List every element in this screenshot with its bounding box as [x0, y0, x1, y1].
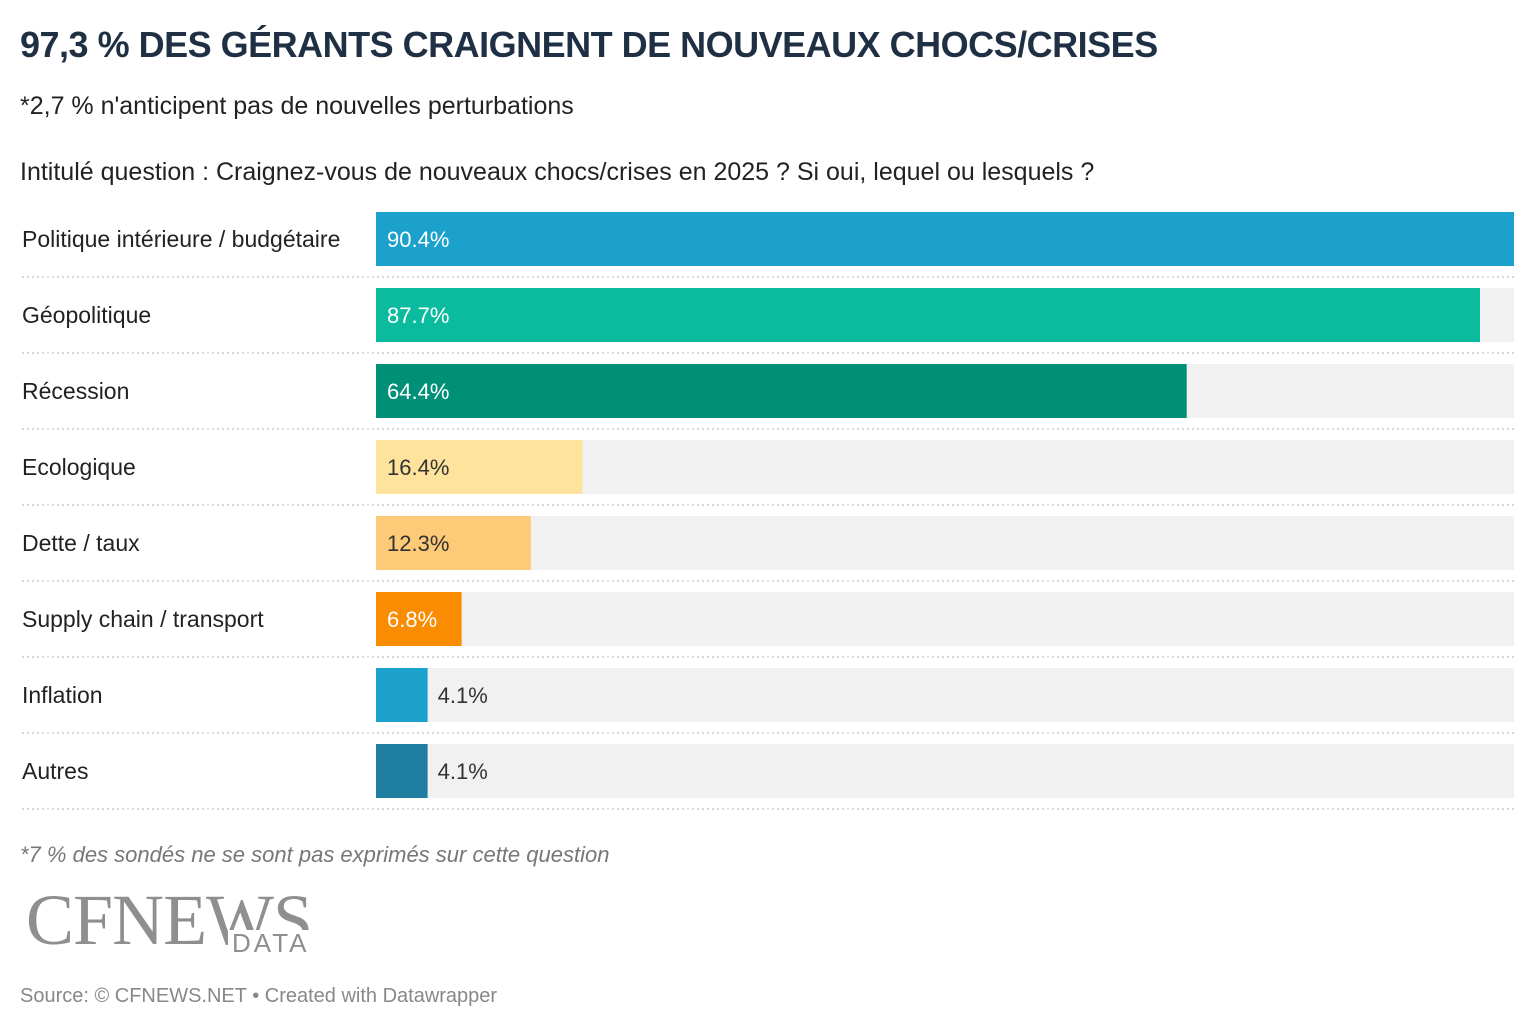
bar-track — [376, 668, 1514, 722]
question-text: Intitulé question : Craignez-vous de nou… — [20, 158, 1095, 186]
category-label: Géopolitique — [22, 302, 151, 328]
source-credit: Source: © CFNEWS.NET • Created with Data… — [20, 985, 498, 1007]
value-label: 4.1% — [438, 683, 488, 708]
value-label: 64.4% — [387, 379, 449, 404]
value-label: 16.4% — [387, 455, 449, 480]
chart-title: 97,3 % DES GÉRANTS CRAIGNENT DE NOUVEAUX… — [20, 24, 1158, 65]
value-label: 90.4% — [387, 227, 449, 252]
logo-subtext: DATA — [228, 930, 314, 956]
bar — [376, 592, 462, 646]
bar-track — [376, 744, 1514, 798]
bar-track — [376, 592, 1514, 646]
bar-chart: Politique intérieure / budgétaire 90.4% Gé… — [22, 212, 1514, 810]
category-label: Autres — [22, 758, 88, 784]
category-label: Récession — [22, 378, 129, 404]
bar — [376, 516, 531, 570]
bar — [376, 288, 1481, 342]
bar — [376, 744, 428, 798]
value-label: 6.8% — [387, 607, 437, 632]
category-label: Inflation — [22, 682, 103, 708]
category-label: Politique intérieure / budgétaire — [22, 226, 340, 252]
value-label: 87.7% — [387, 303, 449, 328]
category-label: Dette / taux — [22, 530, 140, 556]
chart-subtitle: *2,7 % n'anticipent pas de nouvelles per… — [20, 92, 574, 120]
bar-track — [376, 516, 1514, 570]
value-label: 4.1% — [438, 759, 488, 784]
bar — [376, 440, 583, 494]
category-label: Supply chain / transport — [22, 606, 264, 632]
footnote: *7 % des sondés ne se sont pas exprimés … — [20, 842, 610, 867]
bar — [376, 212, 1514, 266]
cfnews-data-logo: CFNEWS DATA — [26, 884, 346, 968]
category-label: Ecologique — [22, 454, 136, 480]
bar — [376, 668, 428, 722]
bar — [376, 364, 1187, 418]
value-label: 12.3% — [387, 531, 449, 556]
